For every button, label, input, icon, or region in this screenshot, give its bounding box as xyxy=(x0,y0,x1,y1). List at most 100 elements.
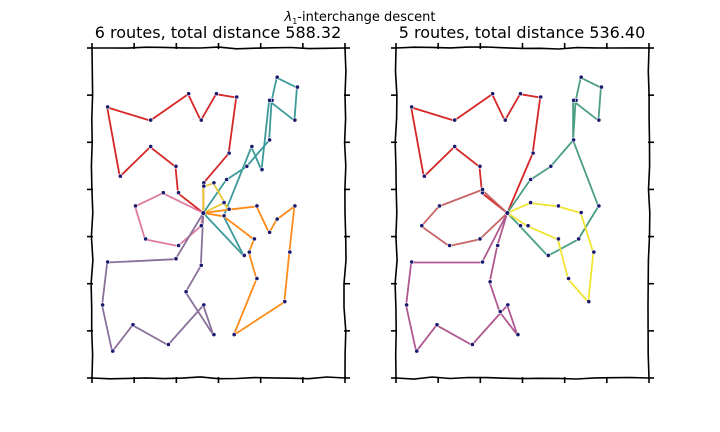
figure-suptitle: λ1-interchange descent xyxy=(284,10,436,26)
customer-point xyxy=(224,177,229,182)
customer-point xyxy=(596,117,602,123)
customer-point xyxy=(259,167,265,172)
customer-point xyxy=(419,223,425,229)
customer-point xyxy=(295,84,300,90)
route-line-6 xyxy=(101,212,215,353)
customer-point xyxy=(274,216,280,222)
customer-point xyxy=(267,137,272,143)
route-line-1 xyxy=(410,93,542,214)
depot-point xyxy=(504,210,511,216)
customer-point xyxy=(254,203,260,209)
customer-point xyxy=(477,163,483,169)
customer-point xyxy=(211,180,217,186)
customer-point xyxy=(409,259,415,265)
depot-point xyxy=(200,210,207,216)
route-line-2 xyxy=(202,76,298,257)
customer-point xyxy=(528,177,533,182)
right-route-panel xyxy=(391,43,654,383)
customer-point xyxy=(437,203,442,209)
customer-point xyxy=(502,117,508,123)
route-line-4 xyxy=(202,205,296,337)
customer-point xyxy=(176,243,181,248)
left-panel-title: 6 routes, total distance 588.32 xyxy=(95,23,342,42)
customer-point xyxy=(176,190,181,196)
customer-point xyxy=(211,332,217,337)
customer-point xyxy=(198,223,204,229)
customer-point xyxy=(130,322,136,328)
customer-point xyxy=(160,190,166,196)
customer-point xyxy=(487,279,493,285)
route-line-2 xyxy=(506,76,602,257)
customer-point xyxy=(198,262,204,268)
customer-point xyxy=(571,137,576,143)
customer-point xyxy=(578,210,584,215)
customer-point xyxy=(495,243,501,248)
customer-point xyxy=(414,348,420,354)
customer-point xyxy=(254,276,260,281)
customer-point xyxy=(133,203,138,209)
customer-point xyxy=(292,203,298,209)
customer-point xyxy=(105,104,111,110)
customer-point xyxy=(231,332,237,337)
customer-point xyxy=(404,302,410,308)
customer-point xyxy=(548,163,554,169)
customer-point xyxy=(480,186,485,192)
customer-point xyxy=(578,74,584,80)
customer-point xyxy=(480,259,485,265)
spine-left xyxy=(90,47,94,379)
customer-point xyxy=(591,249,597,255)
customer-point xyxy=(525,223,531,229)
customer-point xyxy=(452,117,458,123)
spine-right xyxy=(647,47,651,379)
customer-point xyxy=(447,243,453,248)
customer-point xyxy=(100,302,106,308)
customer-point xyxy=(571,97,576,103)
customer-point xyxy=(173,163,179,169)
customer-point xyxy=(409,104,415,110)
customer-point xyxy=(421,173,427,179)
customer-point xyxy=(198,117,204,123)
customer-point xyxy=(505,302,511,308)
customer-point xyxy=(274,74,280,80)
route-line-1 xyxy=(106,93,238,214)
customer-point xyxy=(596,203,602,209)
customer-point xyxy=(576,236,582,242)
customer-point xyxy=(201,302,207,308)
customer-point xyxy=(538,94,544,100)
customer-point xyxy=(490,91,496,97)
customer-point xyxy=(148,144,154,149)
customer-point xyxy=(246,249,252,255)
customer-point xyxy=(110,348,116,354)
customer-point xyxy=(530,150,536,156)
right-panel-title: 5 routes, total distance 536.40 xyxy=(399,23,646,42)
customer-point xyxy=(267,229,272,235)
customer-point xyxy=(241,252,247,258)
customer-point xyxy=(244,163,250,169)
customer-point xyxy=(469,342,475,347)
customer-point xyxy=(173,256,179,262)
customer-point xyxy=(556,236,561,242)
route-line-3 xyxy=(506,202,595,304)
customer-point xyxy=(566,276,571,281)
route-line-5 xyxy=(405,212,519,353)
customer-point xyxy=(556,203,561,209)
customer-point xyxy=(528,200,533,205)
customer-point xyxy=(252,236,257,242)
customer-point xyxy=(148,117,154,123)
customer-point xyxy=(117,173,123,179)
customer-point xyxy=(105,259,111,265)
customer-point xyxy=(452,144,458,149)
customer-point xyxy=(477,236,483,242)
customer-point xyxy=(234,94,240,100)
route-line-3 xyxy=(202,182,230,214)
customer-point xyxy=(165,342,171,347)
customer-point xyxy=(201,183,207,189)
customer-point xyxy=(434,322,440,328)
customer-point xyxy=(599,84,604,90)
customer-point xyxy=(545,252,551,258)
spine-right xyxy=(343,47,347,379)
customer-point xyxy=(249,144,255,149)
customer-point xyxy=(226,150,232,156)
customer-point xyxy=(518,223,523,229)
customer-point xyxy=(267,97,272,103)
